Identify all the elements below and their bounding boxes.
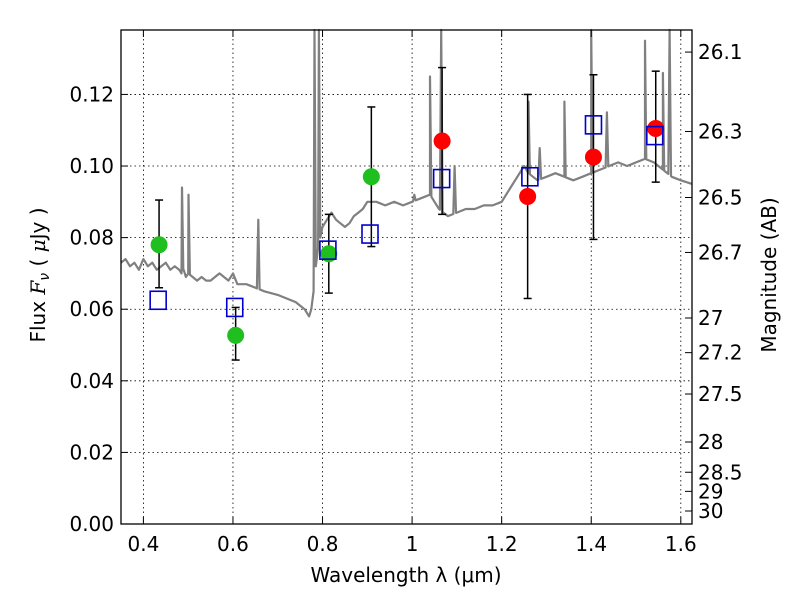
y-axis-ticks: 0.00 0.02 0.04 0.06 0.08 0.10 0.12 [69, 82, 128, 536]
y-tick-label: 0.08 [69, 226, 114, 250]
model-photometry-box [584, 115, 603, 135]
y2-tick-label: 30 [698, 499, 723, 523]
y2-tick-label: 26.3 [698, 119, 743, 143]
x-tick-label: 0.8 [307, 532, 339, 556]
model-photometry-boxes [149, 115, 664, 318]
y-tick-label: 0.04 [69, 369, 114, 393]
observed-point [362, 168, 380, 186]
x-tick-label: 0.4 [127, 532, 159, 556]
y-tick-label: 0.10 [69, 154, 114, 178]
x-tick-label: 1.2 [486, 532, 518, 556]
y2-tick-label: 29 [698, 479, 723, 503]
y-axis-title-symbol: F [26, 280, 50, 296]
model-photometry-box [225, 297, 244, 318]
model-photometry-box [646, 125, 664, 146]
y2-tick-label: 26.5 [698, 186, 743, 210]
model-photometry-box [432, 168, 451, 189]
x-axis-ticks: 0.4 0.6 0.8 1 1.2 1.4 1.6 [127, 30, 697, 556]
y2-tick-label: 28 [698, 430, 723, 454]
y-axis-title-open: ( [26, 252, 50, 273]
x-tick-label: 0.6 [217, 532, 249, 556]
model-photometry-box [149, 290, 167, 311]
y-axis-title-prefix: Flux [26, 295, 50, 343]
observed-point [433, 132, 451, 150]
y-axis-title: Flux Fν ( μJy ) [26, 207, 53, 342]
model-photometry-box [319, 240, 337, 260]
x-tick-label: 1.4 [575, 532, 607, 556]
model-photometry-box [361, 224, 379, 244]
observed-point [227, 326, 245, 344]
y2-tick-label: 27 [698, 306, 723, 330]
y-tick-label: 0.12 [69, 82, 114, 106]
y-axis-title-unit: Jy ) [26, 207, 50, 241]
grid [121, 30, 692, 525]
y2-tick-label: 28.5 [698, 460, 743, 484]
y2-tick-label: 27.2 [698, 341, 743, 365]
plot-frame [120, 29, 693, 525]
x-tick-label: 1 [406, 532, 419, 556]
y-tick-label: 0.00 [69, 512, 114, 536]
observed-point [584, 148, 602, 166]
y2-tick-label: 26.1 [698, 40, 743, 64]
y2-axis-title: Magnitude (AB) [757, 197, 781, 352]
y-axis-title-subscript: ν [37, 273, 53, 281]
model-spectrum-line [120, 28, 693, 318]
observed-points [150, 119, 665, 344]
observed-point [320, 245, 338, 263]
y-tick-label: 0.02 [69, 440, 114, 464]
x-axis-title: Wavelength λ (μm) [310, 563, 501, 587]
y-axis-title-mu: μ [26, 239, 50, 252]
y-tick-label: 0.06 [69, 297, 114, 321]
y2-tick-label: 27.5 [698, 382, 743, 406]
x-tick-label: 1.6 [665, 532, 697, 556]
observed-point [519, 187, 537, 205]
model-spectrum [120, 28, 693, 318]
model-photometry-box [521, 166, 539, 187]
observed-point [150, 236, 168, 254]
observed-point [647, 119, 665, 137]
y2-tick-label: 26.7 [698, 240, 743, 264]
